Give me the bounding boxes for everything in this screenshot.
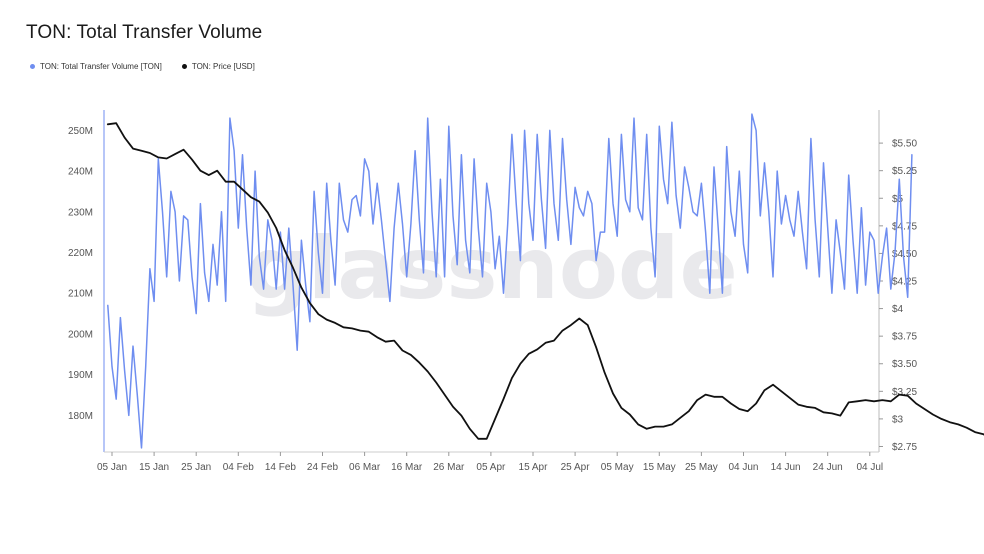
y-left-tick-label: 240M — [68, 167, 93, 178]
x-tick-label: 26 Mar — [433, 462, 465, 473]
x-tick-label: 16 Mar — [391, 462, 423, 473]
y-left-tick-label: 210M — [68, 289, 93, 300]
y-right-tick-label: $3.50 — [892, 359, 917, 370]
x-tick-label: 15 Apr — [519, 462, 549, 473]
y-right-tick-label: $3.25 — [892, 387, 917, 398]
x-tick-label: 04 Jul — [856, 462, 883, 473]
y-right-tick-label: $4.50 — [892, 249, 917, 260]
y-left-tick-label: 180M — [68, 411, 93, 422]
x-tick-label: 25 May — [685, 462, 718, 473]
x-tick-label: 25 Jan — [181, 462, 211, 473]
x-tick-label: 04 Jun — [728, 462, 758, 473]
x-tick-label: 05 Jan — [97, 462, 127, 473]
legend-dot-volume — [30, 64, 35, 69]
x-tick-label: 14 Feb — [265, 462, 297, 473]
chart-axes: 180M 190M 200M 210M 220M 230M 240M 250M $2.75 $3 $… — [68, 110, 917, 473]
x-tick-label: 24 Feb — [307, 462, 339, 473]
x-tick-label: 05 May — [601, 462, 634, 473]
y-right-tick-label: $4 — [892, 304, 904, 315]
x-tick-label: 15 Jan — [139, 462, 169, 473]
y-right-tick-label: $4.25 — [892, 277, 917, 288]
y-right-tick-label: $4.75 — [892, 221, 917, 232]
x-tick-label: 24 Jun — [813, 462, 843, 473]
x-tick-label: 25 Apr — [561, 462, 591, 473]
y-left-tick-label: 200M — [68, 329, 93, 340]
chart-legend: TON: Total Transfer Volume [TON] TON: Pr… — [30, 62, 255, 71]
x-tick-label: 05 Apr — [476, 462, 506, 473]
x-tick-label: 14 Jun — [771, 462, 801, 473]
x-tick-label: 04 Feb — [223, 462, 255, 473]
legend-item-volume[interactable]: TON: Total Transfer Volume [TON] — [30, 62, 162, 71]
x-tick-label: 15 May — [643, 462, 676, 473]
y-left-tick-label: 220M — [68, 248, 93, 259]
legend-label-price: TON: Price [USD] — [191, 62, 255, 71]
legend-item-price[interactable]: TON: Price [USD] — [181, 62, 255, 71]
y-left-tick-label: 230M — [68, 207, 93, 218]
y-right-tick-label: $2.75 — [892, 442, 917, 453]
y-right-tick-label: $3 — [892, 414, 904, 425]
y-left-tick-label: 250M — [68, 126, 93, 137]
legend-dot-price — [181, 64, 187, 69]
y-right-tick-label: $5.50 — [892, 139, 917, 150]
legend-label-volume: TON: Total Transfer Volume [TON] — [40, 62, 162, 71]
y-left-tick-label: 190M — [68, 370, 93, 381]
y-right-tick-label: $5.25 — [892, 166, 917, 177]
chart-series — [106, 113, 984, 449]
volume-series-line — [107, 113, 913, 449]
page-title: TON: Total Transfer Volume — [26, 22, 263, 43]
y-right-tick-label: $3.75 — [892, 332, 917, 343]
x-tick-label: 06 Mar — [349, 462, 381, 473]
